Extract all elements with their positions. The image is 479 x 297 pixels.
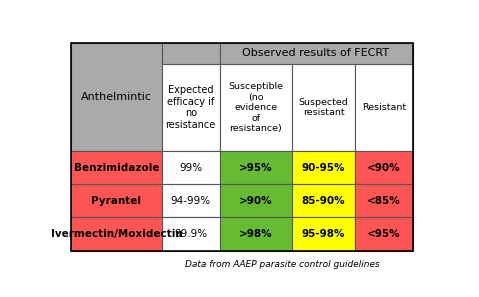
Bar xyxy=(162,42,219,64)
Bar xyxy=(71,217,162,251)
Text: Resistant: Resistant xyxy=(362,103,406,112)
Bar xyxy=(219,151,292,184)
Text: 95-98%: 95-98% xyxy=(302,229,345,239)
Text: Ivermectin/Moxidectin: Ivermectin/Moxidectin xyxy=(51,229,182,239)
Text: 90-95%: 90-95% xyxy=(302,163,345,173)
Bar xyxy=(292,151,355,184)
Text: Data from AAEP parasite control guidelines: Data from AAEP parasite control guidelin… xyxy=(185,260,380,269)
Bar xyxy=(219,184,292,217)
Text: 85-90%: 85-90% xyxy=(302,196,345,206)
Text: Suspected
resistant: Suspected resistant xyxy=(298,98,348,117)
Bar xyxy=(219,42,412,64)
Bar xyxy=(162,151,219,184)
Bar xyxy=(355,184,412,217)
Text: 94-99%: 94-99% xyxy=(171,196,211,206)
Text: Benzimidazole: Benzimidazole xyxy=(74,163,159,173)
Bar xyxy=(162,64,219,151)
Text: Observed results of FECRT: Observed results of FECRT xyxy=(242,48,389,59)
Bar xyxy=(71,184,162,217)
Text: >95%: >95% xyxy=(239,163,273,173)
Text: <95%: <95% xyxy=(367,229,400,239)
Text: Anthelmintic: Anthelmintic xyxy=(81,92,152,102)
Bar xyxy=(219,217,292,251)
Bar xyxy=(219,64,292,151)
Bar xyxy=(162,217,219,251)
Text: <90%: <90% xyxy=(367,163,400,173)
Bar xyxy=(292,184,355,217)
Text: 99%: 99% xyxy=(179,163,202,173)
Bar xyxy=(355,217,412,251)
Bar xyxy=(292,217,355,251)
Bar xyxy=(355,64,412,151)
Bar xyxy=(71,151,162,184)
Text: >90%: >90% xyxy=(239,196,273,206)
Text: 99.9%: 99.9% xyxy=(174,229,207,239)
Text: Expected
efficacy if
no
resistance: Expected efficacy if no resistance xyxy=(166,85,216,130)
Text: Susceptible
(no
evidence
of
resistance): Susceptible (no evidence of resistance) xyxy=(228,82,283,133)
Text: <85%: <85% xyxy=(367,196,400,206)
Bar xyxy=(292,64,355,151)
Bar xyxy=(355,151,412,184)
Bar xyxy=(162,184,219,217)
Text: Pyrantel: Pyrantel xyxy=(91,196,141,206)
Text: >98%: >98% xyxy=(239,229,273,239)
Bar xyxy=(71,42,162,151)
